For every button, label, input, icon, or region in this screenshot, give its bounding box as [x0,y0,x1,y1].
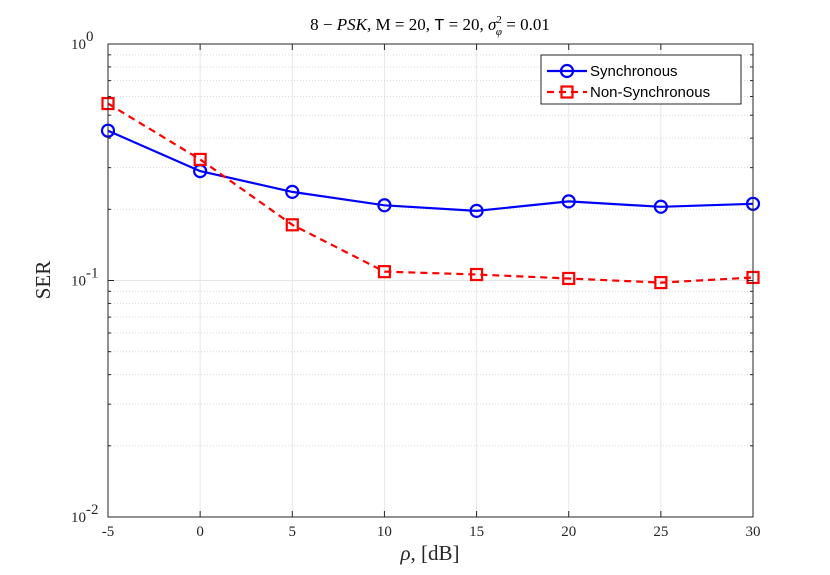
y-tick-exponent: -2 [86,502,99,518]
x-tick-label: 0 [196,524,204,540]
y-tick-label: 10 [71,274,86,290]
x-tick-label: 20 [561,524,576,540]
series-line-synchronous [107,129,754,213]
y-tick-label: 10 [71,510,86,526]
data-point-non-synchronous [285,218,299,232]
x-tick-label: 15 [469,524,484,540]
legend-box [540,54,742,105]
grid [108,44,753,517]
legend-label-synchronous: Synchronous [590,63,678,80]
chart-title: 8 − PSK, M = 20, T = 20, σ2 φ = 0.01 [310,14,550,38]
x-tick-label: -5 [102,524,115,540]
x-tick-label: 25 [653,524,668,540]
data-point-synchronous [377,198,392,213]
x-tick-label: 30 [746,524,761,540]
legend: Synchronous Non-Synchronous [540,54,742,105]
data-point-synchronous [561,194,576,209]
data-point-synchronous [469,203,484,218]
y-tick-label: 10 [71,37,86,53]
data-point-synchronous [285,184,300,199]
x-tick-label: 10 [377,524,392,540]
legend-marker-synchronous [559,63,575,79]
data-point-non-synchronous [469,267,484,282]
series-line-non-synchronous [107,102,754,284]
data-point-non-synchronous [193,152,207,167]
data-point-non-synchronous [377,265,392,279]
x-axis-title: ρ, [dB] [399,541,459,565]
x-tick-label: 5 [289,524,297,540]
legend-label-non-synchronous: Non-Synchronous [590,84,710,101]
y-tick-exponent: 0 [86,29,94,45]
y-axis-title: SER [31,261,55,300]
data-point-non-synchronous [654,275,668,290]
y-tick-exponent: -1 [86,266,99,282]
data-point-synchronous [653,199,668,214]
legend-marker-non-synchronous [560,85,574,99]
data-point-non-synchronous [562,271,576,286]
